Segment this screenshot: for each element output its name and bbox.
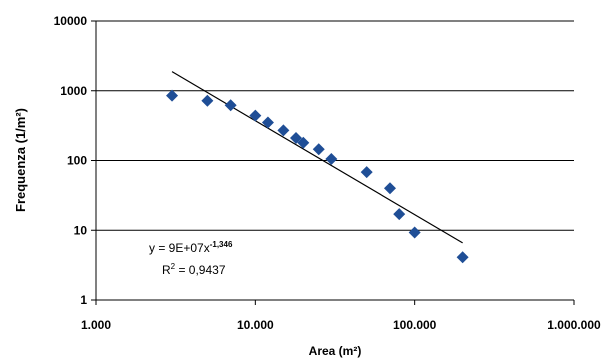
y-tick-labels: 1 10 100 1000 10000 xyxy=(54,14,88,307)
x-tick-labels: 1.000 10.000 100.000 1.000.000 xyxy=(81,318,601,332)
y-axis-title: Frequenza (1/m²) xyxy=(13,108,28,212)
data-point xyxy=(360,166,373,179)
data-point xyxy=(249,109,262,122)
y-tick-label: 100 xyxy=(67,154,87,168)
data-point xyxy=(201,94,214,107)
y-tick-label: 1 xyxy=(80,293,87,307)
data-point xyxy=(224,99,237,112)
data-points xyxy=(166,89,469,264)
data-point xyxy=(408,226,421,239)
data-point xyxy=(312,143,325,156)
y-tick-label: 10 xyxy=(74,223,88,237)
trendline-segment xyxy=(171,71,463,244)
trendline xyxy=(171,71,463,244)
r-squared-label: R2 = 0,9437 xyxy=(162,262,226,277)
axes xyxy=(91,20,575,305)
data-point xyxy=(297,136,310,149)
data-point xyxy=(456,251,469,264)
y-tick-label: 10000 xyxy=(54,14,88,28)
data-point xyxy=(166,89,179,102)
data-point xyxy=(277,124,290,137)
x-axis-title: Area (m²) xyxy=(309,344,362,358)
data-point xyxy=(383,182,396,195)
y-tick-label: 1000 xyxy=(60,84,87,98)
equation-label: y = 9E+07x-1,346 xyxy=(149,240,233,255)
x-tick-label: 1.000.000 xyxy=(547,318,601,332)
data-point xyxy=(261,116,274,129)
x-tick-label: 1.000 xyxy=(81,318,111,332)
data-point xyxy=(393,208,406,221)
x-tick-label: 10.000 xyxy=(237,318,274,332)
data-point xyxy=(325,153,338,166)
x-tick-label: 100.000 xyxy=(393,318,437,332)
